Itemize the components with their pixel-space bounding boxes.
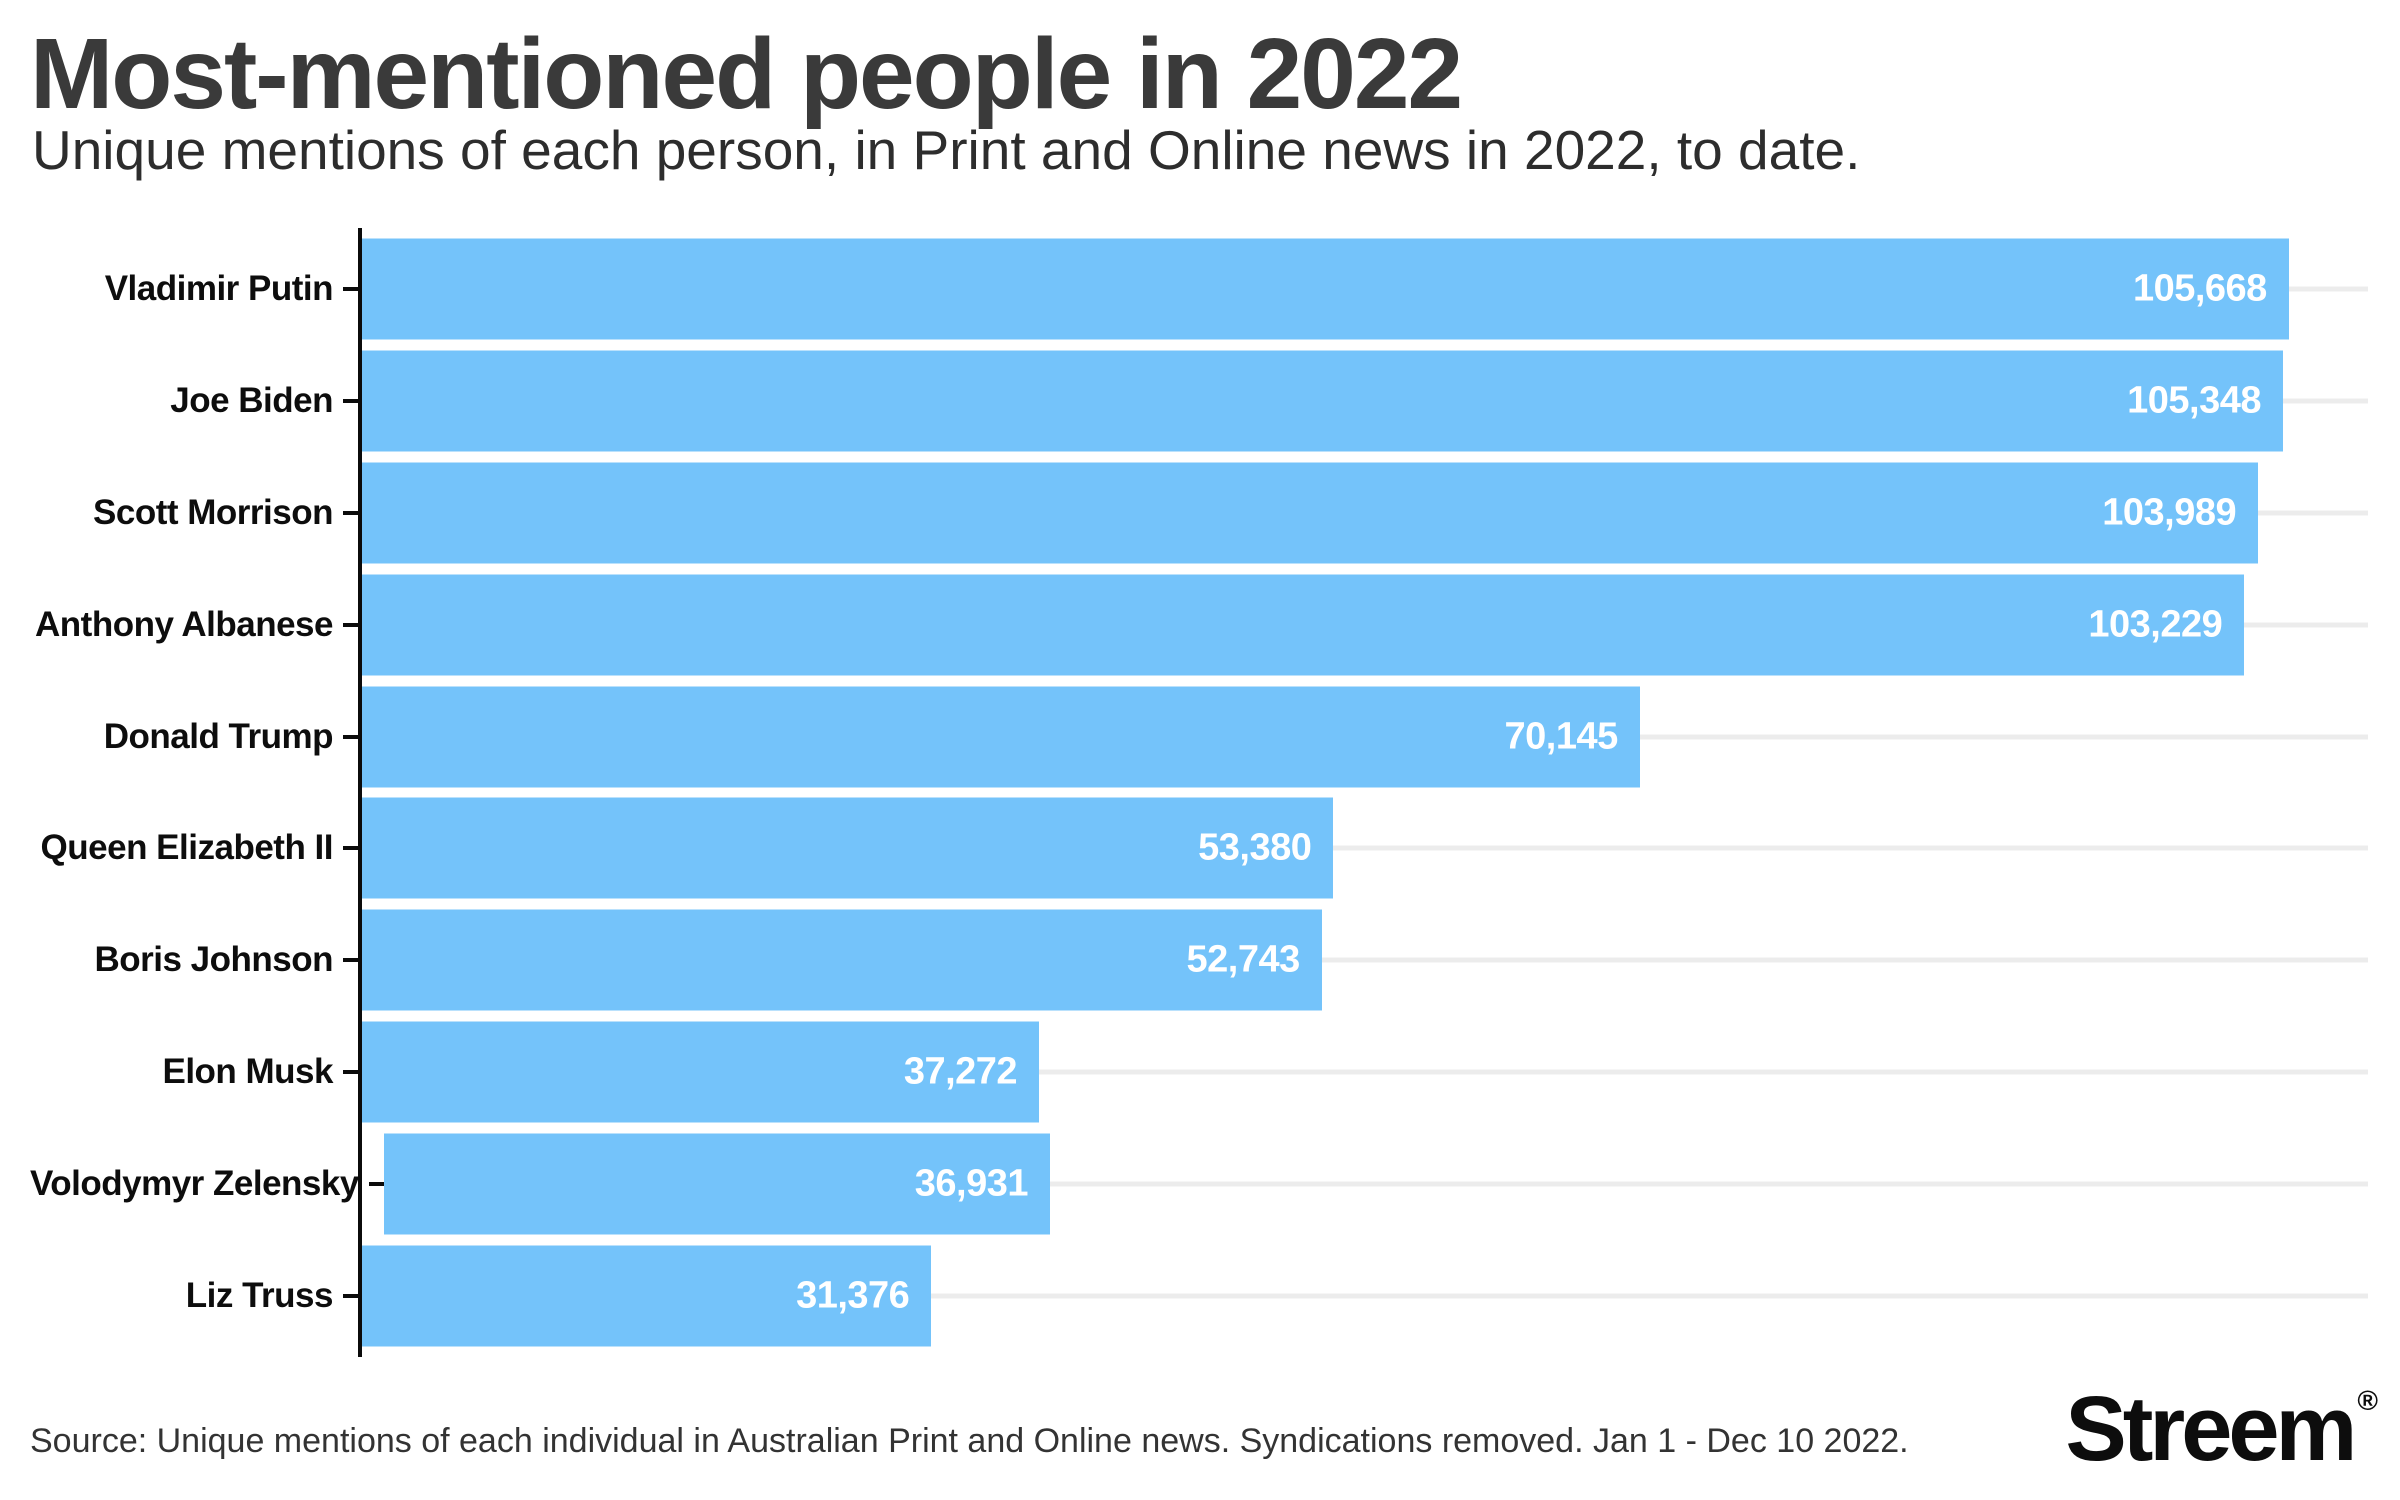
mention-bar: 103,989 [358, 462, 2259, 564]
axis-tick-cell [343, 569, 358, 681]
plot-area: 52,743 [358, 904, 2368, 1016]
gridline [358, 957, 2368, 963]
category-label-cell: Liz Truss [30, 1240, 343, 1352]
mention-bar: 103,229 [358, 574, 2245, 676]
plot-area: 70,145 [358, 681, 2368, 793]
value-label: 31,376 [796, 1274, 910, 1317]
category-label-cell: Donald Trump [30, 681, 343, 793]
category-label-cell: Queen Elizabeth II [30, 792, 343, 904]
chart-row: Vladimir Putin 105,668 [30, 233, 2368, 345]
category-label: Volodymyr Zelensky [30, 1164, 359, 1204]
category-label-cell: Volodymyr Zelensky [30, 1128, 369, 1240]
value-label: 105,348 [2127, 379, 2261, 422]
category-label: Joe Biden [170, 380, 333, 420]
value-label: 70,145 [1504, 715, 1619, 757]
chart-row: Elon Musk 37,272 [30, 1016, 2368, 1128]
plot-area: 36,931 [383, 1128, 2368, 1240]
axis-tick [343, 1293, 358, 1298]
axis-tick-cell [343, 1016, 358, 1128]
plot-area: 53,380 [358, 792, 2368, 904]
chart-row: Scott Morrison 103,989 [30, 457, 2368, 569]
mention-bar: 53,380 [358, 797, 1334, 899]
axis-tick [343, 846, 358, 851]
category-label-cell: Joe Biden [30, 345, 343, 457]
axis-tick-cell [343, 345, 358, 457]
category-label: Liz Truss [185, 1275, 334, 1315]
category-label: Anthony Albanese [35, 604, 333, 644]
axis-tick [343, 958, 358, 963]
plot-area: 103,989 [358, 457, 2368, 569]
category-label: Vladimir Putin [104, 268, 334, 308]
mention-bar: 52,743 [358, 909, 1322, 1011]
streem-logo-text: Streem [2065, 1378, 2357, 1480]
category-label-cell: Elon Musk [30, 1016, 343, 1128]
y-axis-line [358, 228, 362, 1357]
plot-area: 105,668 [358, 233, 2368, 345]
mention-bar: 37,272 [358, 1021, 1040, 1123]
axis-tick [343, 510, 358, 515]
page-title: Most-mentioned people in 2022 [30, 18, 1463, 130]
chart-row: Joe Biden 105,348 [30, 345, 2368, 457]
source-note: Source: Unique mentions of each individu… [30, 1422, 1909, 1460]
category-label: Donald Trump [103, 716, 334, 756]
chart-row: Liz Truss 31,376 [30, 1240, 2368, 1352]
gridline [358, 845, 2368, 851]
chart-row: Volodymyr Zelensky 36,931 [30, 1128, 2368, 1240]
page-subtitle: Unique mentions of each person, in Print… [32, 119, 1861, 181]
plot-area: 105,348 [358, 345, 2368, 457]
chart-row: Boris Johnson 52,743 [30, 904, 2368, 1016]
bar-chart: Vladimir Putin 105,668 Joe Biden 105,348… [30, 228, 2368, 1357]
axis-tick [343, 398, 358, 403]
value-label: 37,272 [903, 1050, 1018, 1093]
axis-tick [343, 734, 358, 739]
value-label: 52,743 [1186, 938, 1301, 981]
axis-tick [368, 1182, 384, 1187]
axis-tick [343, 622, 358, 627]
category-label-cell: Boris Johnson [30, 904, 343, 1016]
plot-area: 31,376 [358, 1240, 2368, 1352]
value-label: 103,989 [2102, 491, 2237, 534]
axis-tick-cell [343, 233, 358, 345]
category-label: Elon Musk [162, 1052, 333, 1092]
axis-tick [343, 286, 358, 291]
mention-bar: 31,376 [358, 1245, 932, 1347]
axis-tick-cell [343, 457, 358, 569]
value-label: 53,380 [1198, 826, 1312, 869]
value-label: 105,668 [2132, 267, 2267, 310]
axis-tick-cell [343, 904, 358, 1016]
category-label: Scott Morrison [93, 492, 333, 532]
gridline [358, 1069, 2368, 1075]
category-label: Boris Johnson [94, 940, 333, 980]
mention-bar: 105,348 [358, 350, 2283, 452]
chart-row: Queen Elizabeth II 53,380 [30, 792, 2368, 904]
streem-logo: Streem ® [2065, 1383, 2378, 1475]
mention-bar: 105,668 [358, 238, 2289, 340]
chart-row: Donald Trump 70,145 [30, 681, 2368, 793]
category-label-cell: Vladimir Putin [30, 233, 343, 345]
plot-area: 37,272 [358, 1016, 2368, 1128]
registered-trademark-icon: ® [2357, 1385, 2378, 1416]
chart-row: Anthony Albanese 103,229 [30, 569, 2368, 681]
gridline [358, 1293, 2368, 1299]
category-label-cell: Anthony Albanese [30, 569, 343, 681]
gridline [383, 1181, 2368, 1187]
mention-bar: 70,145 [358, 686, 1640, 787]
axis-tick-cell [343, 792, 358, 904]
axis-tick-cell [343, 1240, 358, 1352]
mention-bar: 36,931 [383, 1133, 1050, 1235]
axis-tick-cell [368, 1128, 384, 1240]
value-label: 36,931 [914, 1162, 1029, 1205]
category-label-cell: Scott Morrison [30, 457, 343, 569]
plot-area: 103,229 [358, 569, 2368, 681]
axis-tick [343, 1070, 358, 1075]
value-label: 103,229 [2088, 603, 2223, 646]
chart-rows: Vladimir Putin 105,668 Joe Biden 105,348… [30, 233, 2368, 1352]
axis-tick-cell [343, 681, 358, 793]
category-label: Queen Elizabeth II [40, 828, 334, 868]
